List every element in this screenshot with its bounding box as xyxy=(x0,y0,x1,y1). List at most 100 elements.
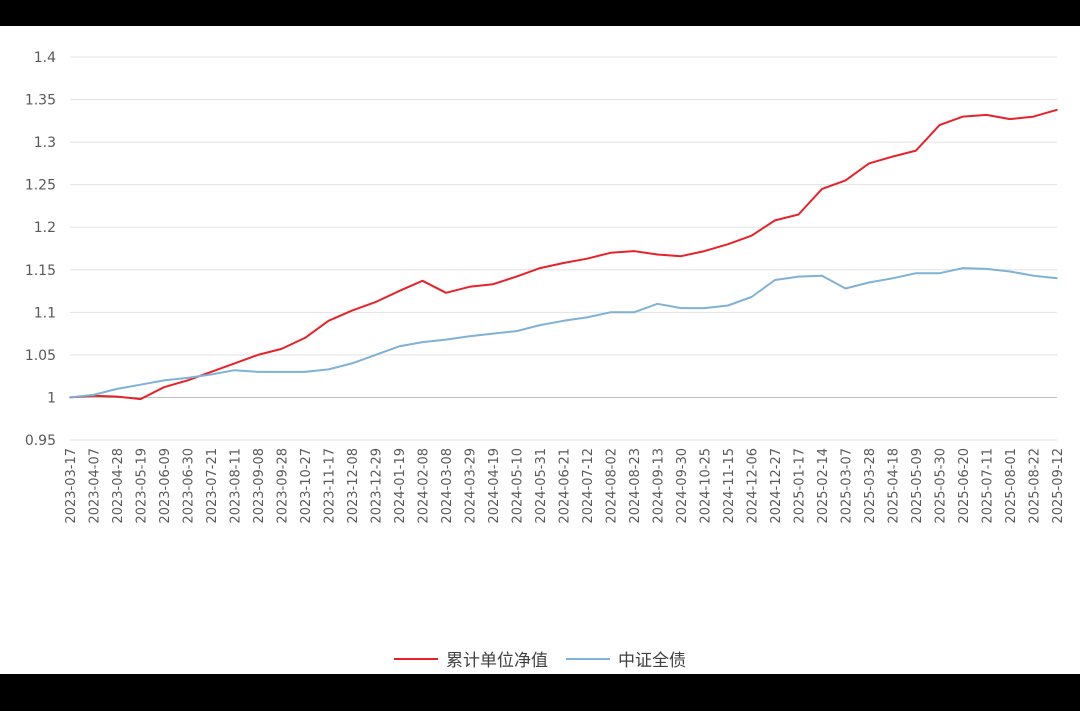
data-point xyxy=(421,341,424,343)
y-tick-label: 1.2 xyxy=(34,220,56,236)
x-tick-label: 2024-10-25 xyxy=(699,448,714,524)
legend-item-nav: 累计单位净值 xyxy=(394,646,548,671)
data-point xyxy=(1056,277,1058,280)
legend-swatch-bond-index xyxy=(566,657,610,660)
data-point xyxy=(844,287,847,290)
data-point xyxy=(656,303,659,305)
data-point xyxy=(327,320,330,322)
x-tick-label: 2025-03-28 xyxy=(863,448,878,524)
data-point xyxy=(562,262,565,264)
data-point xyxy=(774,219,776,222)
data-point xyxy=(633,250,635,252)
x-tick-label: 2023-07-21 xyxy=(205,448,220,524)
legend: 累计单位净值 中证全债 xyxy=(0,646,1080,671)
data-point xyxy=(515,275,518,278)
x-tick-label: 2025-03-07 xyxy=(840,448,855,524)
data-point xyxy=(750,234,753,237)
x-tick-label: 2023-06-09 xyxy=(158,448,173,524)
data-point xyxy=(844,179,847,182)
x-tick-label: 2025-09-12 xyxy=(1051,448,1066,524)
data-point xyxy=(1009,270,1011,273)
data-point xyxy=(257,371,259,373)
data-point xyxy=(774,279,776,281)
x-tick-label: 2023-03-17 xyxy=(64,448,79,524)
x-tick-label: 2024-11-15 xyxy=(722,448,737,524)
legend-item-bond-index: 中证全债 xyxy=(566,646,686,671)
x-tick-label: 2024-05-10 xyxy=(511,448,526,524)
data-point xyxy=(233,362,236,365)
data-point xyxy=(539,324,541,326)
data-point xyxy=(891,277,894,280)
data-point xyxy=(1032,115,1035,118)
x-tick-label: 2024-08-23 xyxy=(628,448,643,524)
x-tick-label: 2023-12-29 xyxy=(370,448,385,524)
data-point xyxy=(915,272,917,274)
x-tick-label: 2025-05-30 xyxy=(934,448,949,524)
data-point xyxy=(750,296,753,298)
data-point xyxy=(351,309,353,312)
x-tick-label: 2023-10-27 xyxy=(299,448,314,524)
data-point xyxy=(492,332,494,335)
x-tick-label: 2025-08-22 xyxy=(1028,448,1043,524)
y-tick-label: 1.3 xyxy=(34,135,56,151)
data-point xyxy=(398,345,400,348)
data-point xyxy=(962,115,964,118)
data-point xyxy=(468,335,471,337)
legend-label-nav: 累计单位净值 xyxy=(446,651,548,671)
data-point xyxy=(562,320,565,322)
data-point xyxy=(891,155,894,158)
x-tick-label: 2023-04-07 xyxy=(88,448,103,524)
data-point xyxy=(868,281,870,284)
y-tick-label: 0.95 xyxy=(25,433,56,449)
x-tick-label: 2024-02-08 xyxy=(417,448,432,524)
data-point xyxy=(210,373,212,376)
data-point xyxy=(727,304,729,307)
x-tick-label: 2023-09-08 xyxy=(252,448,267,524)
data-point xyxy=(680,307,682,309)
data-point xyxy=(280,348,283,350)
x-tick-label: 2024-03-29 xyxy=(464,448,479,524)
data-point xyxy=(915,149,917,152)
x-tick-label: 2024-09-30 xyxy=(675,448,690,524)
data-point xyxy=(492,283,494,286)
data-point xyxy=(398,290,400,292)
data-point xyxy=(609,251,612,254)
y-tick-label: 1 xyxy=(47,390,56,406)
x-tick-label: 2023-05-19 xyxy=(135,448,150,524)
data-point xyxy=(304,337,306,339)
data-point xyxy=(139,398,142,400)
x-tick-label: 2023-06-30 xyxy=(182,448,197,524)
data-point xyxy=(186,377,189,379)
data-point xyxy=(680,255,682,257)
data-point xyxy=(163,386,165,389)
data-point xyxy=(962,267,964,269)
x-tick-label: 2024-09-13 xyxy=(652,448,667,524)
data-point xyxy=(186,379,189,382)
legend-label-bond-index: 中证全债 xyxy=(618,651,686,671)
x-tick-label: 2025-06-20 xyxy=(957,448,972,524)
data-point xyxy=(257,354,259,356)
x-tick-label: 2025-08-01 xyxy=(1004,448,1019,524)
x-tick-label: 2024-01-19 xyxy=(393,448,408,524)
x-tick-label: 2023-04-28 xyxy=(111,448,126,524)
series-line-bond-index xyxy=(69,267,1058,399)
gridlines xyxy=(70,56,1057,441)
y-tick-label: 1.15 xyxy=(25,263,56,279)
data-point xyxy=(139,383,142,386)
x-tick-label: 2023-11-17 xyxy=(323,448,338,524)
data-point xyxy=(633,311,635,314)
legend-swatch-nav xyxy=(394,657,438,660)
data-point xyxy=(985,114,988,116)
data-point xyxy=(727,243,729,246)
x-tick-label: 2024-08-02 xyxy=(605,448,620,524)
data-point xyxy=(1056,108,1058,111)
x-tick-label: 2024-12-27 xyxy=(769,448,784,524)
data-point xyxy=(280,371,283,373)
x-tick-label: 2023-08-11 xyxy=(229,448,244,524)
x-tick-label: 2025-05-09 xyxy=(910,448,925,524)
data-point xyxy=(468,286,471,288)
x-tick-label: 2023-12-08 xyxy=(346,448,361,524)
data-point xyxy=(445,291,447,294)
data-point xyxy=(821,274,823,277)
data-point xyxy=(1032,274,1035,277)
